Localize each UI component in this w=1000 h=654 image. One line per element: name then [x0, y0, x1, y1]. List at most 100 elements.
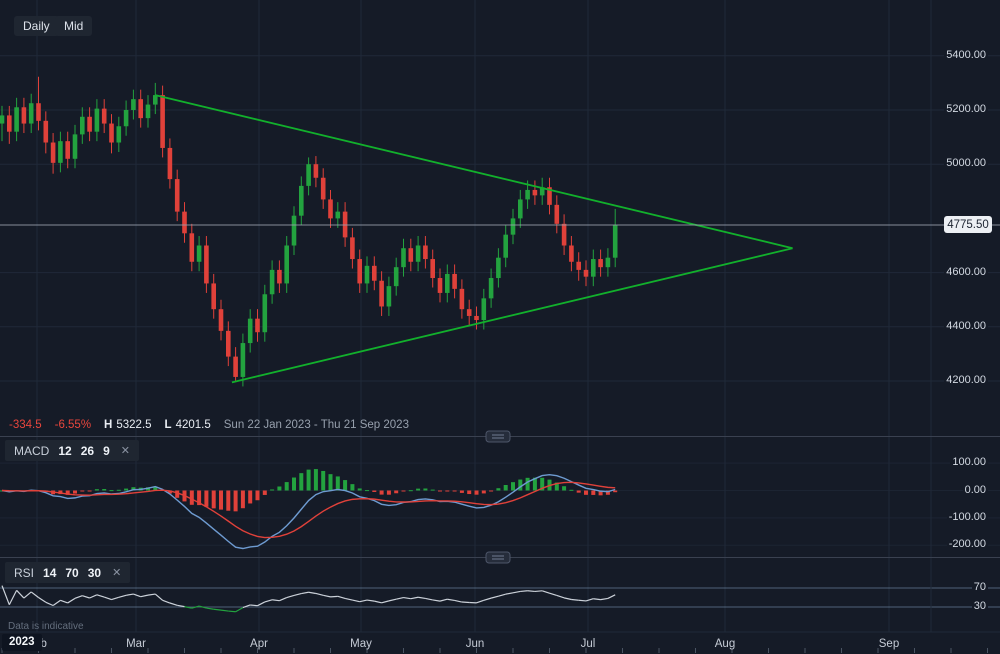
- candle-body: [58, 141, 63, 163]
- rsi-line-segment: [359, 599, 368, 603]
- candle-body: [569, 245, 574, 262]
- macd-histogram-bar: [248, 490, 253, 504]
- timeframe-button[interactable]: Daily: [14, 16, 59, 36]
- rsi-line-segment: [147, 593, 156, 596]
- rsi-line-segment: [512, 590, 521, 594]
- candle-body: [109, 123, 114, 143]
- macd-histogram-bar: [233, 490, 238, 512]
- rsi-oversold-param: 30: [87, 565, 102, 580]
- candle-body: [226, 330, 231, 357]
- macd-axis-tick: -100.00: [946, 510, 988, 523]
- rsi-line-segment: [250, 604, 258, 607]
- macd-histogram-bar: [299, 473, 304, 491]
- macd-histogram-bar: [372, 490, 377, 492]
- candle-body: [145, 104, 151, 119]
- macd-histogram-bar: [306, 469, 311, 491]
- rsi-panel-resize-handle[interactable]: [485, 551, 511, 564]
- rsi-line-segment: [38, 597, 47, 603]
- candle-body: [80, 116, 85, 135]
- macd-histogram-bar: [292, 477, 296, 491]
- macd-signal-param: 9: [103, 443, 110, 458]
- price-type-button[interactable]: Mid: [55, 16, 93, 36]
- macd-histogram-bar: [262, 490, 267, 495]
- candle-body: [94, 108, 100, 132]
- change-percent: -6.55%: [54, 419, 92, 431]
- macd-slow-param: 26: [80, 443, 95, 458]
- macd-histogram-bar: [518, 479, 523, 491]
- rsi-line-segment: [177, 604, 185, 608]
- rsi-line-segment: [169, 602, 178, 606]
- candle-body: [313, 164, 319, 178]
- rsi-line-segment: [337, 595, 346, 600]
- rsi-close-icon[interactable]: ✕: [112, 567, 122, 579]
- macd-panel-resize-handle[interactable]: [485, 430, 511, 443]
- high-value: 5322.5: [116, 419, 152, 431]
- rsi-line-segment: [323, 594, 331, 598]
- candle-body: [481, 298, 487, 321]
- candle-body: [393, 267, 399, 287]
- macd-histogram-bar: [102, 489, 107, 491]
- macd-histogram-bar: [109, 490, 114, 492]
- rsi-line-segment: [235, 607, 244, 613]
- rsi-line-segment: [344, 597, 353, 601]
- rsi-line-segment: [140, 594, 149, 598]
- rsi-line-segment: [418, 596, 426, 599]
- macd-histogram-bar: [357, 488, 362, 491]
- candle-body: [539, 187, 545, 196]
- time-axis-label-may: May: [350, 638, 372, 650]
- rsi-panel: [1, 585, 616, 613]
- macd-signal-line: [1, 481, 616, 539]
- time-axis-label-aug: Aug: [714, 638, 736, 650]
- macd-histogram-bar: [116, 489, 121, 491]
- candle-body: [532, 189, 538, 196]
- price-axis-tick: 4400.00: [944, 319, 988, 332]
- candle-body: [503, 234, 508, 258]
- macd-axis-tick: 100.00: [950, 456, 988, 469]
- rsi-axis-tick: 30: [971, 600, 988, 612]
- rsi-line-segment: [220, 609, 229, 612]
- rsi-line-segment: [330, 595, 338, 598]
- candle-body: [364, 265, 370, 284]
- rsi-line-segment: [505, 592, 514, 595]
- candle-body: [247, 318, 253, 344]
- rsi-line-segment: [381, 600, 390, 604]
- rsi-indicator-chip[interactable]: RSI 14 70 30 ✕: [5, 562, 131, 583]
- candle-body: [174, 179, 180, 212]
- rsi-line-segment: [104, 596, 112, 601]
- candle-body: [87, 116, 92, 132]
- macd-histogram-bar: [540, 477, 545, 491]
- rsi-line-segment: [425, 597, 433, 601]
- candle-body: [240, 343, 246, 377]
- macd-indicator-chip[interactable]: MACD 12 26 9 ✕: [5, 440, 139, 461]
- macd-histogram-bar: [350, 484, 355, 491]
- macd-histogram-bar: [277, 486, 282, 491]
- candle-body: [510, 218, 516, 235]
- current-price-label: 4775.50: [944, 216, 992, 233]
- candle-body: [131, 99, 136, 110]
- candle-body: [561, 223, 567, 246]
- macd-histogram-bar: [525, 477, 530, 491]
- rsi-line-segment: [125, 593, 134, 596]
- candle-body: [28, 103, 34, 124]
- rsi-label: RSI: [14, 565, 35, 580]
- rsi-line-segment: [96, 594, 105, 598]
- rsi-line-segment: [527, 590, 535, 593]
- macd-histogram-bar: [335, 476, 340, 491]
- triangle-upper-trendline[interactable]: [155, 94, 793, 250]
- macd-histogram-bar: [591, 490, 596, 495]
- rsi-line-segment: [228, 610, 236, 613]
- macd-histogram-bar: [554, 482, 559, 491]
- macd-histogram-bar: [175, 490, 180, 498]
- rsi-line-segment: [585, 598, 594, 602]
- rsi-line-segment: [549, 592, 557, 597]
- time-axis-label-apr: Apr: [250, 638, 268, 650]
- macd-histogram-bar: [131, 487, 136, 491]
- candle-body: [401, 248, 406, 268]
- candle-body: [423, 245, 428, 260]
- macd-close-icon[interactable]: ✕: [120, 445, 130, 457]
- triangle-lower-trendline[interactable]: [231, 247, 793, 384]
- candle-body: [320, 177, 326, 200]
- candle-body: [50, 142, 56, 163]
- summary-bar: -334.5 -6.55% H 5322.5 L 4201.5 Sun 22 Jan…: [9, 419, 409, 431]
- rsi-line-segment: [520, 590, 528, 593]
